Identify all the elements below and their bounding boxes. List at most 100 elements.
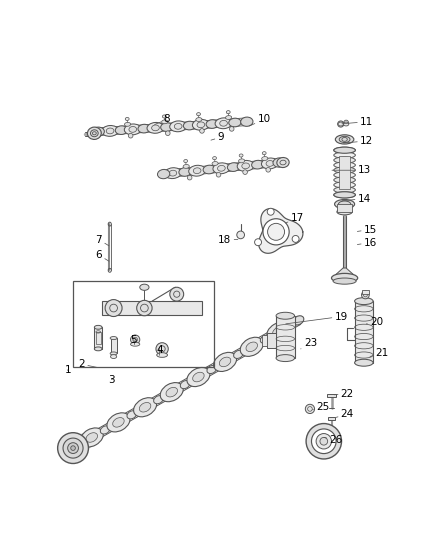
Polygon shape (259, 208, 303, 253)
Ellipse shape (161, 123, 173, 132)
Ellipse shape (334, 192, 355, 198)
Ellipse shape (110, 336, 117, 340)
Ellipse shape (328, 430, 335, 434)
Ellipse shape (334, 192, 355, 198)
Ellipse shape (334, 182, 355, 188)
Circle shape (361, 291, 369, 299)
Circle shape (316, 433, 332, 449)
Ellipse shape (162, 115, 166, 118)
Ellipse shape (334, 152, 355, 158)
Ellipse shape (169, 170, 177, 176)
Ellipse shape (180, 381, 190, 389)
Ellipse shape (193, 372, 204, 382)
Text: 20: 20 (367, 317, 383, 327)
Bar (361, 290, 369, 294)
Ellipse shape (332, 273, 358, 282)
Ellipse shape (334, 172, 355, 178)
Circle shape (187, 175, 192, 180)
Ellipse shape (339, 201, 351, 207)
Ellipse shape (92, 127, 104, 136)
Ellipse shape (102, 125, 119, 136)
Circle shape (200, 128, 204, 133)
Ellipse shape (333, 278, 356, 284)
Ellipse shape (226, 111, 230, 114)
Ellipse shape (193, 168, 201, 174)
Ellipse shape (203, 165, 215, 174)
Ellipse shape (196, 118, 202, 122)
Text: 22: 22 (334, 389, 354, 399)
Ellipse shape (212, 157, 216, 160)
Ellipse shape (207, 366, 216, 374)
Text: 6: 6 (95, 250, 109, 261)
Text: 16: 16 (357, 238, 377, 248)
Text: 24: 24 (336, 409, 354, 419)
Circle shape (105, 300, 122, 317)
Bar (262, 335, 267, 346)
Bar (276, 316, 294, 358)
Ellipse shape (94, 325, 102, 329)
Ellipse shape (129, 126, 137, 132)
Circle shape (292, 236, 299, 243)
Ellipse shape (355, 359, 373, 366)
Ellipse shape (170, 121, 187, 132)
Circle shape (137, 301, 152, 316)
Ellipse shape (100, 426, 110, 434)
Ellipse shape (160, 383, 183, 402)
Circle shape (58, 433, 88, 464)
Ellipse shape (183, 165, 189, 168)
Circle shape (268, 223, 285, 240)
Ellipse shape (131, 342, 140, 346)
Ellipse shape (267, 322, 290, 341)
Ellipse shape (261, 157, 268, 160)
Ellipse shape (138, 124, 150, 133)
Bar (94, 327, 102, 349)
Text: 3: 3 (108, 375, 115, 385)
Ellipse shape (124, 124, 141, 135)
Text: 12: 12 (343, 136, 373, 146)
Ellipse shape (94, 347, 102, 351)
Ellipse shape (277, 158, 289, 167)
Text: 17: 17 (286, 213, 304, 223)
Ellipse shape (187, 367, 210, 386)
Bar (355, 301, 373, 363)
Ellipse shape (246, 342, 258, 352)
Circle shape (338, 121, 344, 127)
Text: 19: 19 (286, 311, 348, 324)
Circle shape (320, 438, 328, 445)
Ellipse shape (212, 161, 218, 165)
Text: 9: 9 (211, 132, 224, 142)
Circle shape (170, 287, 184, 301)
Ellipse shape (110, 354, 117, 359)
Ellipse shape (91, 130, 98, 137)
Ellipse shape (240, 117, 253, 126)
Ellipse shape (266, 160, 274, 166)
Circle shape (156, 343, 168, 355)
Ellipse shape (215, 118, 232, 128)
Ellipse shape (134, 398, 157, 417)
Ellipse shape (343, 122, 349, 126)
Ellipse shape (239, 154, 243, 157)
Ellipse shape (125, 117, 129, 120)
Ellipse shape (213, 163, 230, 174)
Ellipse shape (240, 337, 263, 357)
Bar (327, 393, 336, 398)
Ellipse shape (115, 126, 127, 134)
Ellipse shape (334, 177, 355, 183)
Ellipse shape (206, 120, 219, 128)
Ellipse shape (152, 125, 159, 131)
Ellipse shape (179, 167, 191, 176)
Ellipse shape (219, 357, 231, 367)
Text: 1: 1 (65, 366, 71, 375)
Ellipse shape (107, 413, 130, 432)
Circle shape (311, 429, 336, 454)
Ellipse shape (339, 136, 350, 142)
Bar (96, 332, 100, 344)
Circle shape (67, 443, 78, 454)
Ellipse shape (88, 127, 101, 140)
Text: 5: 5 (131, 335, 137, 345)
Bar (267, 333, 276, 348)
Circle shape (237, 231, 244, 239)
Circle shape (230, 127, 234, 131)
Ellipse shape (293, 316, 304, 325)
Ellipse shape (218, 165, 225, 171)
